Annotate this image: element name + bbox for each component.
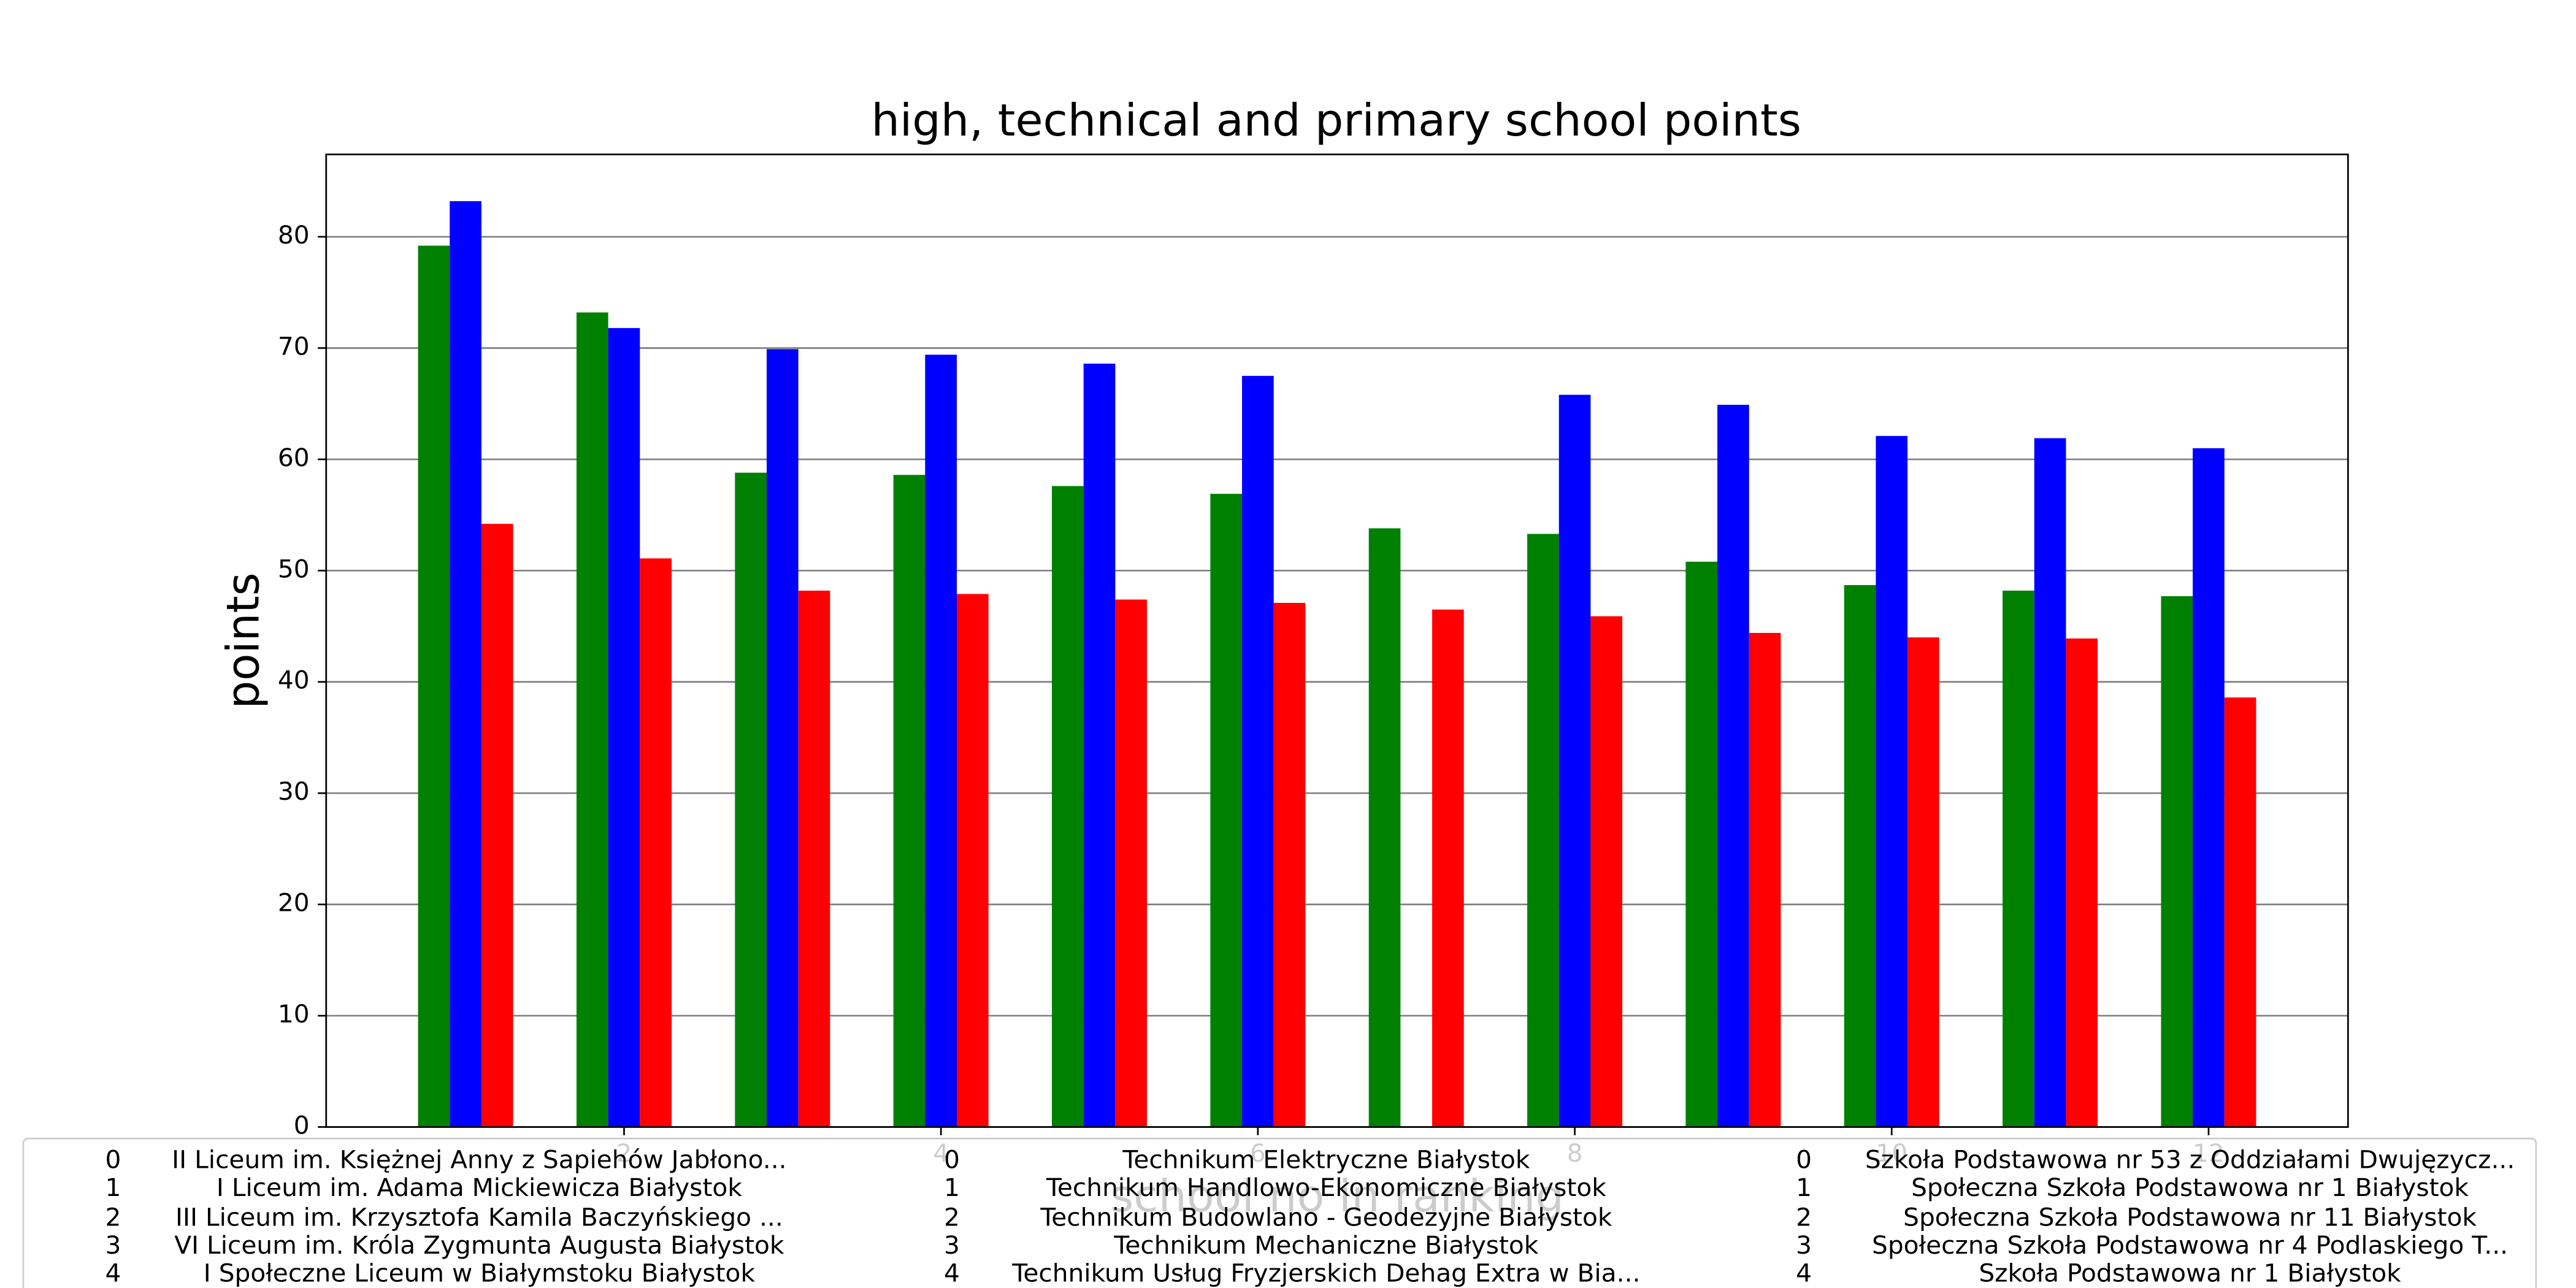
y-tick-label: 70 bbox=[278, 332, 310, 361]
legend-index: 0 bbox=[944, 1145, 960, 1175]
legend-index: 4 bbox=[944, 1259, 960, 1288]
bar bbox=[1558, 394, 1591, 1127]
bar bbox=[2161, 596, 2193, 1127]
legend-name: Technikum Budowlano - Geodezyjne Białyst… bbox=[1040, 1203, 1612, 1232]
legend-name: Technikum Elektryczne Białystok bbox=[1122, 1145, 1530, 1175]
bar bbox=[481, 524, 513, 1127]
legend-index: 0 bbox=[1796, 1145, 1812, 1175]
bar bbox=[450, 201, 481, 1127]
y-tick-label: 80 bbox=[278, 220, 310, 250]
bar bbox=[1210, 494, 1243, 1127]
bar bbox=[2193, 448, 2225, 1127]
bar bbox=[957, 594, 989, 1127]
legend-name: Technikum Handlowo-Ekonomiczne Białystok bbox=[1046, 1173, 1606, 1202]
bar bbox=[1273, 602, 1306, 1127]
legend-name: Szkoła Podstawowa nr 1 Białystok bbox=[1979, 1259, 2401, 1288]
legend-name: Technikum Mechaniczne Białystok bbox=[1113, 1230, 1539, 1260]
bar bbox=[2224, 697, 2256, 1127]
bar bbox=[1907, 637, 1939, 1127]
bar bbox=[1242, 375, 1274, 1127]
legend-index: 2 bbox=[1796, 1203, 1812, 1232]
legend-name: III Liceum im. Krzysztofa Kamila Baczyńs… bbox=[175, 1203, 783, 1232]
bar bbox=[2003, 590, 2034, 1127]
y-tick-label: 30 bbox=[278, 776, 310, 806]
legend-name: II Liceum im. Księżnej Anny z Sapiehów J… bbox=[172, 1145, 786, 1175]
bar bbox=[1876, 435, 1908, 1127]
legend-name: I Społeczne Liceum w Białymstoku Białyst… bbox=[204, 1259, 756, 1288]
y-tick-label: 50 bbox=[278, 554, 310, 584]
legend-index: 1 bbox=[944, 1173, 960, 1202]
legend-index: 4 bbox=[1796, 1259, 1812, 1288]
legend-name: Społeczna Szkoła Podstawowa nr 1 Białyst… bbox=[1911, 1173, 2469, 1202]
legend-index: 3 bbox=[944, 1230, 960, 1260]
y-tick-label: 10 bbox=[278, 999, 310, 1029]
legend-index: 4 bbox=[105, 1259, 121, 1288]
legend-name: Technikum Usług Fryzjerskich Dehag Extra… bbox=[1011, 1259, 1640, 1288]
bar bbox=[2034, 438, 2066, 1127]
bar bbox=[1115, 599, 1148, 1127]
bar bbox=[576, 312, 608, 1127]
legend-name: Szkoła Podstawowa nr 53 z Oddziałami Dwu… bbox=[1865, 1145, 2515, 1175]
y-tick-label: 0 bbox=[294, 1111, 310, 1140]
y-tick-label: 60 bbox=[278, 443, 310, 472]
chart-title: high, technical and primary school point… bbox=[871, 94, 1801, 146]
bar bbox=[640, 558, 672, 1127]
legend-name: Społeczna Szkoła Podstawowa nr 11 Białys… bbox=[1903, 1203, 2477, 1232]
bar bbox=[1685, 561, 1718, 1127]
legend-name: VI Liceum im. Króla Zygmunta Augusta Bia… bbox=[174, 1230, 784, 1260]
bar bbox=[1590, 616, 1623, 1127]
bar bbox=[1527, 534, 1559, 1127]
bar bbox=[418, 245, 450, 1127]
y-tick-label: 40 bbox=[278, 665, 310, 695]
legend-name: I Liceum im. Adama Mickiewicza Białystok bbox=[217, 1173, 743, 1202]
bar bbox=[735, 472, 767, 1127]
legend-index: 0 bbox=[105, 1145, 121, 1175]
legend-index: 2 bbox=[944, 1203, 960, 1232]
bar bbox=[893, 475, 926, 1127]
y-axis-label: points bbox=[217, 573, 270, 709]
bar bbox=[1844, 585, 1876, 1127]
bar bbox=[1052, 486, 1084, 1127]
y-tick-label: 20 bbox=[278, 888, 310, 918]
bar bbox=[608, 328, 640, 1127]
legend-index: 1 bbox=[1796, 1173, 1812, 1202]
bar bbox=[798, 590, 830, 1127]
plot-frame bbox=[325, 153, 2349, 1128]
legend-table bbox=[22, 1137, 2537, 1288]
bar bbox=[1368, 528, 1401, 1127]
legend-index: 3 bbox=[105, 1230, 121, 1260]
legend-index: 1 bbox=[105, 1173, 121, 1202]
bar bbox=[1717, 405, 1749, 1127]
bar bbox=[925, 355, 957, 1127]
bar bbox=[1083, 363, 1116, 1127]
legend-index: 2 bbox=[105, 1203, 121, 1232]
legend-index: 3 bbox=[1796, 1230, 1812, 1260]
bar bbox=[766, 349, 799, 1127]
bar bbox=[1749, 632, 1781, 1127]
legend-name: Społeczna Szkoła Podstawowa nr 4 Podlask… bbox=[1872, 1230, 2508, 1260]
bar bbox=[1432, 609, 1464, 1127]
bar bbox=[2066, 638, 2098, 1127]
